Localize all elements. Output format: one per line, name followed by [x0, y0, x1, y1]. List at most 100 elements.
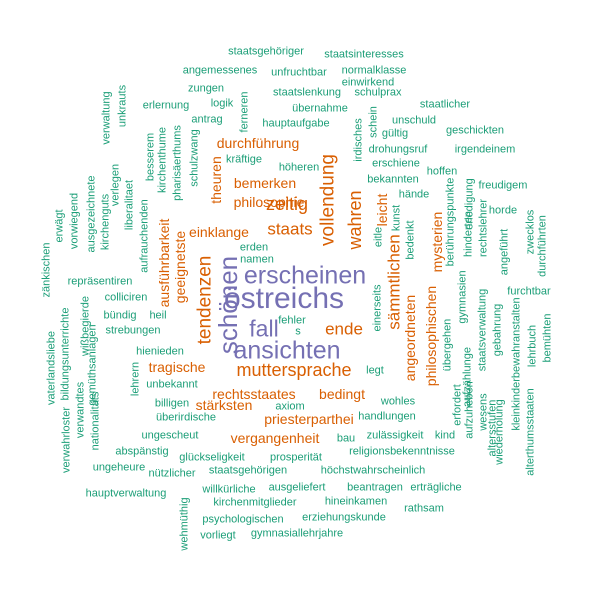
word-37: fehler: [278, 314, 306, 327]
word-ausfuehrbarkeit: ausführbarkeit: [156, 218, 172, 308]
word-104: verwandtes: [74, 381, 87, 439]
word-3: einwirkend: [341, 76, 395, 89]
word-staats: staats: [267, 219, 313, 239]
word-82: vorwiegend: [68, 192, 81, 250]
word-91: berührungspunkte: [444, 177, 457, 267]
word-39: hienieden: [136, 345, 184, 358]
word-56: nützlicher: [148, 467, 196, 480]
word-19: drohungsruf: [368, 143, 428, 156]
word-30: namen: [240, 253, 274, 266]
word-29: erden: [239, 241, 269, 254]
word-philosophie: philosophie: [233, 194, 305, 210]
word-65: kirchenmitglieder: [213, 496, 297, 509]
word-vergangenheit: vergangenheit: [230, 430, 320, 446]
word-1: staatsgehöriger: [228, 45, 304, 58]
word-81: ausgezeichnete: [85, 175, 98, 253]
word-94: rechtslehrer: [477, 198, 490, 258]
word-114: lehrbuch: [526, 324, 539, 368]
word-106: wehmüthig: [178, 497, 191, 551]
word-46: handlungen: [358, 410, 416, 423]
word-87: schein: [367, 106, 380, 138]
word-23: höheren: [278, 161, 320, 174]
word-rechtsstaates: rechtsstaates: [212, 386, 296, 402]
word-14: antrag: [191, 113, 223, 126]
word-11: logik: [210, 97, 234, 110]
word-102: verwahrloster: [60, 406, 73, 474]
word-58: höchstwahrscheinlich: [320, 464, 426, 477]
word-zeitig: zeitig: [265, 194, 309, 214]
word-24: hoffen: [426, 165, 458, 178]
word-111: staatsverwaltung: [476, 288, 489, 372]
word-42: billigen: [154, 397, 190, 410]
word-103: nationalitäts: [89, 391, 102, 451]
word-leicht: leicht: [374, 193, 390, 227]
word-72: verwaltung: [100, 91, 113, 145]
word-95: angeführt: [498, 228, 511, 276]
word-tendenzen: tendenzen: [194, 255, 216, 345]
word-116: erfordert: [451, 384, 464, 426]
word-62: beantragen: [347, 481, 403, 494]
word-40: legt: [366, 364, 384, 377]
word-28: horde: [488, 204, 518, 217]
word-71: unkrauts: [116, 84, 129, 128]
word-53: ungeheure: [92, 461, 146, 474]
word-ansichten: ansichten: [233, 336, 341, 365]
word-theuren: theuren: [208, 156, 224, 204]
word-staerksten: stärksten: [195, 397, 253, 413]
word-einklange: einklange: [189, 224, 249, 240]
word-20: irgendeinem: [454, 143, 516, 156]
word-61: ausgeliefert: [268, 481, 326, 494]
word-tragische: tragische: [148, 359, 206, 375]
word-35: heil: [149, 309, 167, 322]
word-63: erträgliche: [410, 481, 462, 494]
word-geeignetste: geeignetste: [172, 230, 188, 304]
word-8: staatslenkung: [273, 86, 341, 99]
word-69: vorliegt: [200, 529, 236, 542]
word-83: erwägt: [53, 209, 66, 243]
word-113: kleinkinderbewahranstalten: [510, 297, 523, 431]
word-angeordneten: angeordneten: [402, 294, 418, 382]
word-21: erschiene: [372, 157, 420, 170]
word-47: ungescheut: [141, 429, 199, 442]
word-97: durchführten: [536, 215, 549, 277]
word-4: unfruchtbar: [271, 66, 327, 79]
word-5: normalklasse: [341, 64, 407, 77]
word-10: erlernung: [142, 99, 190, 112]
word-68: erziehungskunde: [302, 511, 386, 524]
word-76: pharisäerthums: [171, 125, 184, 201]
word-70: gymnasiallehrjahre: [250, 527, 344, 540]
word-93: hinderten: [462, 211, 475, 257]
word-vollendung: vollendung: [317, 154, 339, 246]
word-88: eitle: [372, 226, 385, 248]
word-wahren: wahren: [345, 190, 365, 250]
word-32: colliciren: [104, 291, 148, 304]
word-120: wiederholung: [493, 399, 506, 465]
word-43: axiom: [275, 400, 305, 413]
word-112: gebahrung: [491, 303, 504, 357]
word-55: prosperität: [270, 451, 322, 464]
word-erscheinen: erscheinen: [243, 261, 367, 290]
word-105: lehrern: [129, 361, 142, 397]
word-13: staatlicher: [419, 98, 471, 111]
word-117: aufzuheben: [463, 381, 476, 439]
word-45: überirdische: [156, 411, 216, 424]
word-6: angemessenes: [182, 64, 258, 77]
word-50: kind: [434, 429, 456, 442]
word-18: gültig: [381, 127, 409, 140]
word-64: hineinkamen: [324, 495, 388, 508]
word-59: hauptverwaltung: [85, 487, 167, 500]
word-48: bau: [336, 432, 356, 445]
word-durchfuehrung: durchführung: [216, 135, 300, 151]
word-priesterparthei: priesterparthei: [264, 411, 354, 427]
word-107: einerseits: [371, 284, 384, 332]
word-philosophischen: philosophischen: [423, 285, 439, 387]
word-7: zungen: [187, 82, 225, 95]
word-84: zänkischen: [40, 242, 53, 298]
word-oestreichs: östreichs: [223, 282, 345, 315]
word-34: bündig: [103, 309, 137, 322]
word-49: zulässigkeit: [366, 429, 424, 442]
word-9: schulprax: [354, 86, 402, 99]
word-108: gymnasien: [456, 270, 469, 324]
word-27: hände: [398, 188, 430, 201]
